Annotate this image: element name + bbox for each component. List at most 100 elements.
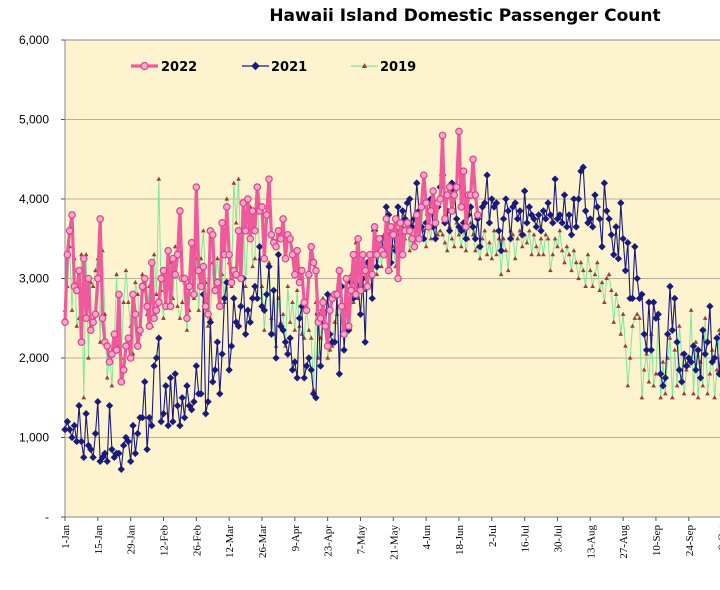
data-point [668,326,677,334]
data-point [300,374,308,382]
data-point [642,346,651,354]
data-point [91,429,100,438]
data-point [480,236,485,241]
data-point [468,220,473,225]
x-tick-label: 10-Sep [651,525,663,557]
data-point [307,366,315,374]
data-point [649,298,658,307]
data-point [148,421,156,430]
data-point [202,409,210,418]
data-point [184,327,190,332]
data-point [428,236,434,241]
data-point [699,326,707,334]
data-point [660,359,666,364]
data-point [356,286,365,295]
data-point [370,223,379,231]
data-point [241,330,250,338]
data-point [173,402,182,410]
data-point [672,347,677,352]
data-point [407,248,413,253]
data-point [571,248,577,253]
data-point [279,326,287,334]
data-point [177,315,183,320]
data-point [300,298,308,307]
data-point [141,378,149,386]
data-point [237,274,245,283]
data-point [599,279,605,285]
data-point [115,290,123,299]
data-point [86,326,95,334]
data-point [290,299,295,304]
data-point [253,183,262,191]
data-point [323,342,332,350]
x-tick-label: 21-May [388,525,400,560]
data-point [396,219,405,227]
data-point [477,256,483,261]
data-point [138,282,147,291]
data-point [600,179,609,187]
data-point [518,231,526,239]
data-point [115,449,123,458]
data-point [344,322,353,331]
data-point [312,394,320,402]
data-point [382,215,391,223]
data-point [309,258,318,267]
legend-item-2022: 2022 [131,60,197,75]
data-point [539,207,548,215]
data-point [292,327,298,332]
data-point [487,240,492,245]
data-point [152,354,161,362]
data-point [117,378,126,386]
data-point [551,175,559,183]
data-point [175,303,180,308]
data-point [552,236,558,241]
data-point [197,282,205,291]
data-point [524,240,530,245]
data-point [104,375,110,380]
data-point [380,250,388,259]
data-point [287,319,293,324]
data-point [234,322,243,330]
data-point [201,228,206,233]
data-point [572,223,580,231]
data-point [597,287,602,293]
data-point [520,187,529,195]
data-point [183,382,191,390]
data-point [173,250,182,259]
data-point [481,199,489,207]
data-point [243,283,248,289]
data-point [105,358,114,366]
data-point [406,195,414,203]
data-point [619,235,627,243]
data-point [399,207,407,215]
data-point [578,260,584,265]
data-point [126,299,131,304]
data-point [391,215,400,223]
data-point [154,291,159,296]
data-point [161,315,166,320]
data-point [587,267,593,273]
data-point [215,256,220,261]
data-point [110,330,119,338]
data-point [251,282,259,291]
data-point [471,191,480,199]
data-point [73,437,81,446]
data-point [373,262,381,271]
data-point [510,232,516,237]
data-point [90,283,96,289]
data-point [82,314,90,323]
data-point [429,187,437,195]
data-point [208,315,213,320]
data-point [440,232,445,237]
x-tick-label: 15-Jan [93,525,105,555]
data-point [204,310,212,319]
legend-marker [361,63,368,68]
data-point [147,258,156,267]
legend: 2022 2021 2019 [131,60,416,75]
data-point [611,319,617,324]
data-point [646,379,652,384]
data-point [437,228,443,233]
data-point [536,252,541,257]
x-tick-label: 9-Apr [290,525,302,552]
data-point [441,215,449,223]
